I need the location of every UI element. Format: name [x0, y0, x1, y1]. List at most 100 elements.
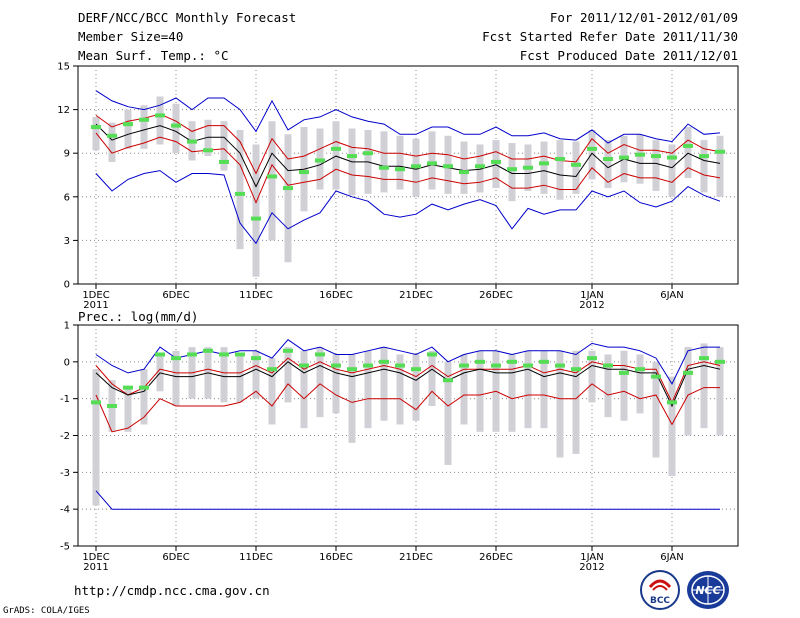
bcc-logo-text: BCC — [650, 596, 670, 606]
control-run-marker — [523, 165, 533, 170]
control-run-marker — [187, 139, 197, 144]
ensemble-range-bar — [492, 140, 500, 189]
y-tick-label: 6 — [64, 192, 70, 203]
control-run-marker — [411, 164, 421, 169]
control-run-marker — [395, 167, 405, 172]
control-run-marker — [667, 155, 677, 160]
control-run-marker — [651, 154, 661, 159]
control-run-marker — [539, 161, 549, 166]
y-tick-label: 15 — [57, 62, 70, 73]
ensemble-range-bar — [572, 141, 580, 194]
ensemble-range-bar — [332, 121, 340, 190]
x-tick-label: 6DEC — [162, 290, 189, 301]
y-tick-label: 12 — [57, 105, 70, 116]
control-run-marker — [555, 157, 565, 162]
ensemble-range-bar — [684, 127, 692, 178]
control-run-marker — [331, 146, 341, 151]
control-run-marker — [283, 186, 293, 191]
header-title: DERF/NCC/BCC Monthly Forecast — [78, 10, 297, 25]
ensemble-range-bar — [716, 135, 724, 197]
control-run-marker — [587, 146, 597, 151]
spread-lower-line — [95, 132, 721, 204]
control-run-marker — [459, 170, 469, 175]
ensemble-range-bar — [540, 141, 548, 194]
control-run-marker — [107, 133, 117, 138]
header-start-date: Fcst Started Refer Date 2011/11/30 — [482, 29, 738, 44]
ensemble-range-bar — [284, 134, 292, 263]
precip-panel-title: Prec.: log(mm/d) — [78, 309, 199, 324]
x-tick-label: 11DEC — [239, 290, 273, 301]
control-run-marker — [123, 122, 133, 127]
ensemble-range-bar — [588, 129, 596, 180]
ensemble-range-bar — [204, 119, 212, 157]
ensemble-range-bar — [460, 141, 468, 194]
control-run-marker — [683, 143, 693, 148]
control-run-marker — [619, 155, 629, 160]
ensemble-range-bar — [668, 144, 676, 197]
control-run-marker — [315, 158, 325, 163]
control-run-marker — [427, 161, 437, 166]
x-tick-label: 26DEC — [479, 290, 513, 301]
header-variable: Mean Surf. Temp.: °C — [78, 48, 229, 63]
y-tick-label: 9 — [64, 149, 70, 160]
ensemble-range-bar — [220, 121, 228, 171]
header-member-size: Member Size=40 — [78, 29, 184, 44]
ensemble-range-bar — [604, 140, 612, 189]
control-run-marker — [715, 149, 725, 154]
control-run-marker — [347, 154, 357, 159]
x-tick-label: 21DEC — [399, 290, 433, 301]
header-produced-date: Fcst Produced Date 2011/12/01 — [519, 48, 738, 63]
control-run-marker — [155, 113, 165, 118]
x-tick-label: 6JAN — [660, 290, 683, 301]
x-tick-label: 1JAN — [580, 290, 603, 301]
ensemble-range-bar — [428, 131, 436, 190]
control-run-marker — [475, 164, 485, 169]
ensemble-range-bar — [652, 140, 660, 191]
control-run-marker — [91, 125, 101, 130]
control-run-marker — [203, 148, 213, 153]
ncc-logo-text: NCC — [695, 584, 720, 597]
control-run-marker — [571, 162, 581, 167]
ensemble-range-bar — [700, 140, 708, 193]
ensemble-range-bar — [380, 131, 388, 193]
ensemble-range-bar — [508, 143, 516, 202]
ensemble-range-bar — [556, 140, 564, 200]
control-run-marker — [267, 174, 277, 179]
control-run-marker — [235, 191, 245, 196]
control-run-marker — [363, 151, 373, 156]
control-run-marker — [219, 159, 229, 164]
ensemble-range-bar — [236, 129, 244, 250]
ensemble-range-bar — [268, 121, 276, 241]
control-run-marker — [443, 164, 453, 169]
ensemble-range-bar — [636, 134, 644, 184]
x-tick-label: 16DEC — [319, 290, 353, 301]
ensemble-range-bar — [108, 122, 116, 162]
footer-credit: GrADS: COLA/IGES — [3, 606, 90, 616]
ensemble-range-bar — [172, 103, 180, 154]
control-run-marker — [171, 123, 181, 128]
ensemble-range-bar — [140, 105, 148, 149]
ensemble-range-bar — [124, 109, 132, 149]
x-tick-label: 2011 — [83, 300, 108, 311]
control-run-marker — [603, 157, 613, 162]
spread-upper-line — [95, 113, 721, 175]
control-run-marker — [507, 167, 517, 172]
ensemble-mean-line — [95, 123, 721, 188]
ncc-logo: NCC — [686, 570, 730, 610]
control-run-marker — [299, 170, 309, 175]
y-tick-label: 0 — [64, 280, 70, 291]
control-run-marker — [139, 117, 149, 122]
ensemble-range-bar — [476, 144, 484, 193]
min-line — [95, 170, 721, 245]
ensemble-range-bar — [156, 96, 164, 145]
ensemble-range-bar — [252, 144, 260, 277]
control-run-marker — [379, 165, 389, 170]
x-tick-label: 2012 — [579, 300, 604, 311]
x-tick-label: 1DEC — [82, 290, 109, 301]
control-run-marker — [251, 216, 261, 221]
control-run-marker — [699, 154, 709, 159]
y-tick-label: 3 — [64, 236, 70, 247]
bcc-logo: BCC — [640, 570, 680, 610]
